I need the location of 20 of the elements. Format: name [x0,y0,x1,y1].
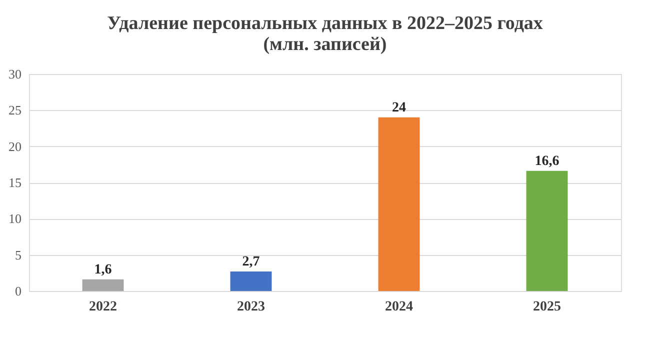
y-tick-label: 30 [8,66,22,82]
data-label: 2,7 [242,254,260,270]
data-label: 16,6 [534,154,560,169]
x-tick-label: 2025 [533,300,561,314]
data-label: 1,6 [94,262,112,278]
x-tick-label: 2023 [237,300,265,314]
x-tick-label: 2022 [89,300,117,314]
y-tick-label: 25 [8,102,22,118]
y-tick-label: 5 [15,247,22,262]
y-tick-label: 15 [8,175,22,190]
chart-title: Удаление персональных данных в 2022–2025 годах (млн. записей) [107,13,544,55]
bar [378,117,420,291]
bar [526,170,568,291]
y-tick-label: 20 [8,138,22,154]
bar [82,279,124,291]
data-label: 24 [392,100,406,116]
y-tick-label: 0 [15,284,22,298]
x-tick-label: 2024 [385,300,413,314]
y-tick-label: 10 [8,211,22,226]
bar [230,271,272,291]
